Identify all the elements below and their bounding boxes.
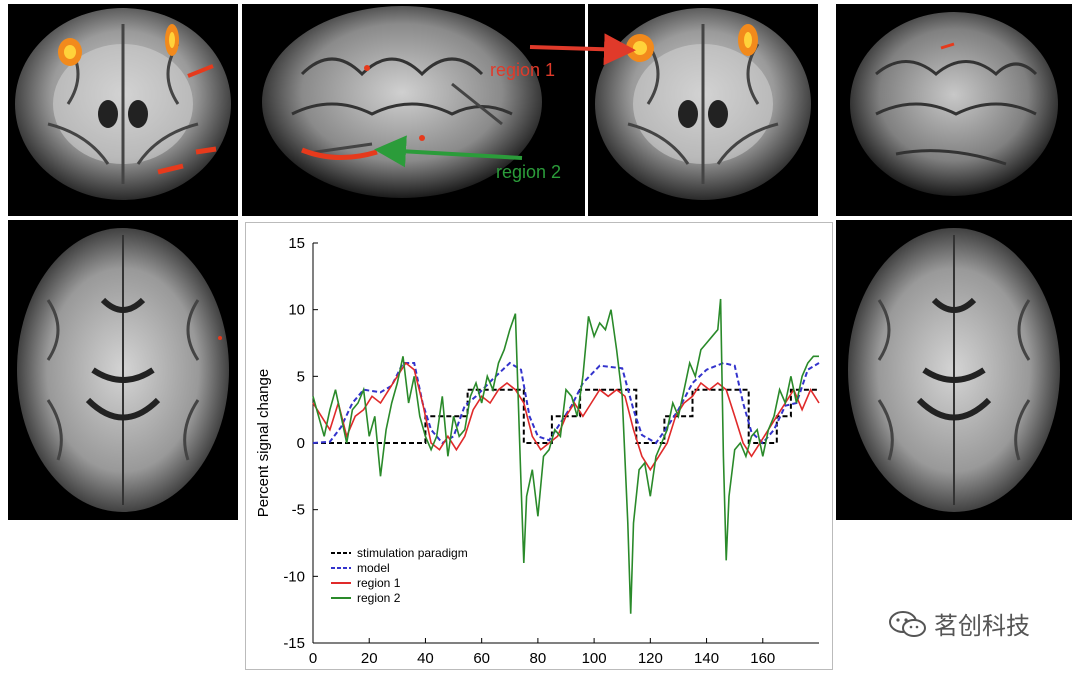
x-tick-label: 120: [638, 650, 663, 667]
x-tick-label: 100: [582, 650, 607, 667]
legend-label: region 2: [357, 591, 401, 605]
scan-panel-coronal-right: [588, 4, 818, 216]
series-line-stimulation-paradigm: [313, 388, 819, 444]
signal-chart: 15 10 5 0 -5 -10 -15 0 20 40 60 80 100 120 140 160 Perce…: [245, 222, 833, 670]
legend-label: stimulation paradigm: [357, 546, 468, 560]
region1-callout-label: region 1: [490, 60, 556, 80]
y-tick-label: 10: [288, 302, 305, 319]
scan-panel-axial-right: [836, 220, 1072, 520]
y-axis-label: Percent signal change: [255, 369, 272, 517]
watermark: 茗创科技: [888, 606, 1030, 641]
x-tick-label: 140: [694, 650, 719, 667]
watermark-text: 茗创科技: [934, 612, 1030, 640]
series-line-region-2: [312, 298, 819, 614]
legend-label: model: [357, 561, 390, 575]
x-tick-label: 40: [417, 650, 434, 667]
x-tick-label: 80: [530, 650, 547, 667]
region2-callout-label: region 2: [496, 162, 562, 182]
y-tick-label: 5: [297, 368, 305, 385]
x-tick-label: 0: [309, 650, 317, 667]
wechat-icon: [889, 610, 926, 637]
x-tick-label: 160: [750, 650, 775, 667]
scan-panel-sagittal-right: [836, 4, 1072, 216]
y-tick-label: -5: [292, 502, 305, 519]
scan-panel-axial-left: [8, 220, 238, 520]
scan-panel-coronal-left: [8, 4, 238, 216]
y-tick-label: 15: [288, 235, 305, 252]
x-tick-label: 20: [361, 650, 378, 667]
series-line-model: [312, 361, 820, 445]
y-tick-label: -10: [283, 568, 305, 585]
y-tick-label: -15: [283, 635, 305, 652]
region1-arrow: [529, 33, 636, 66]
y-tick-label: 0: [297, 435, 305, 452]
legend-label: region 1: [357, 576, 401, 590]
region2-arrow: [374, 135, 523, 168]
x-tick-label: 60: [473, 650, 490, 667]
scan-panel-sagittal-left: [242, 4, 585, 216]
series-line-region-1: [312, 361, 820, 472]
